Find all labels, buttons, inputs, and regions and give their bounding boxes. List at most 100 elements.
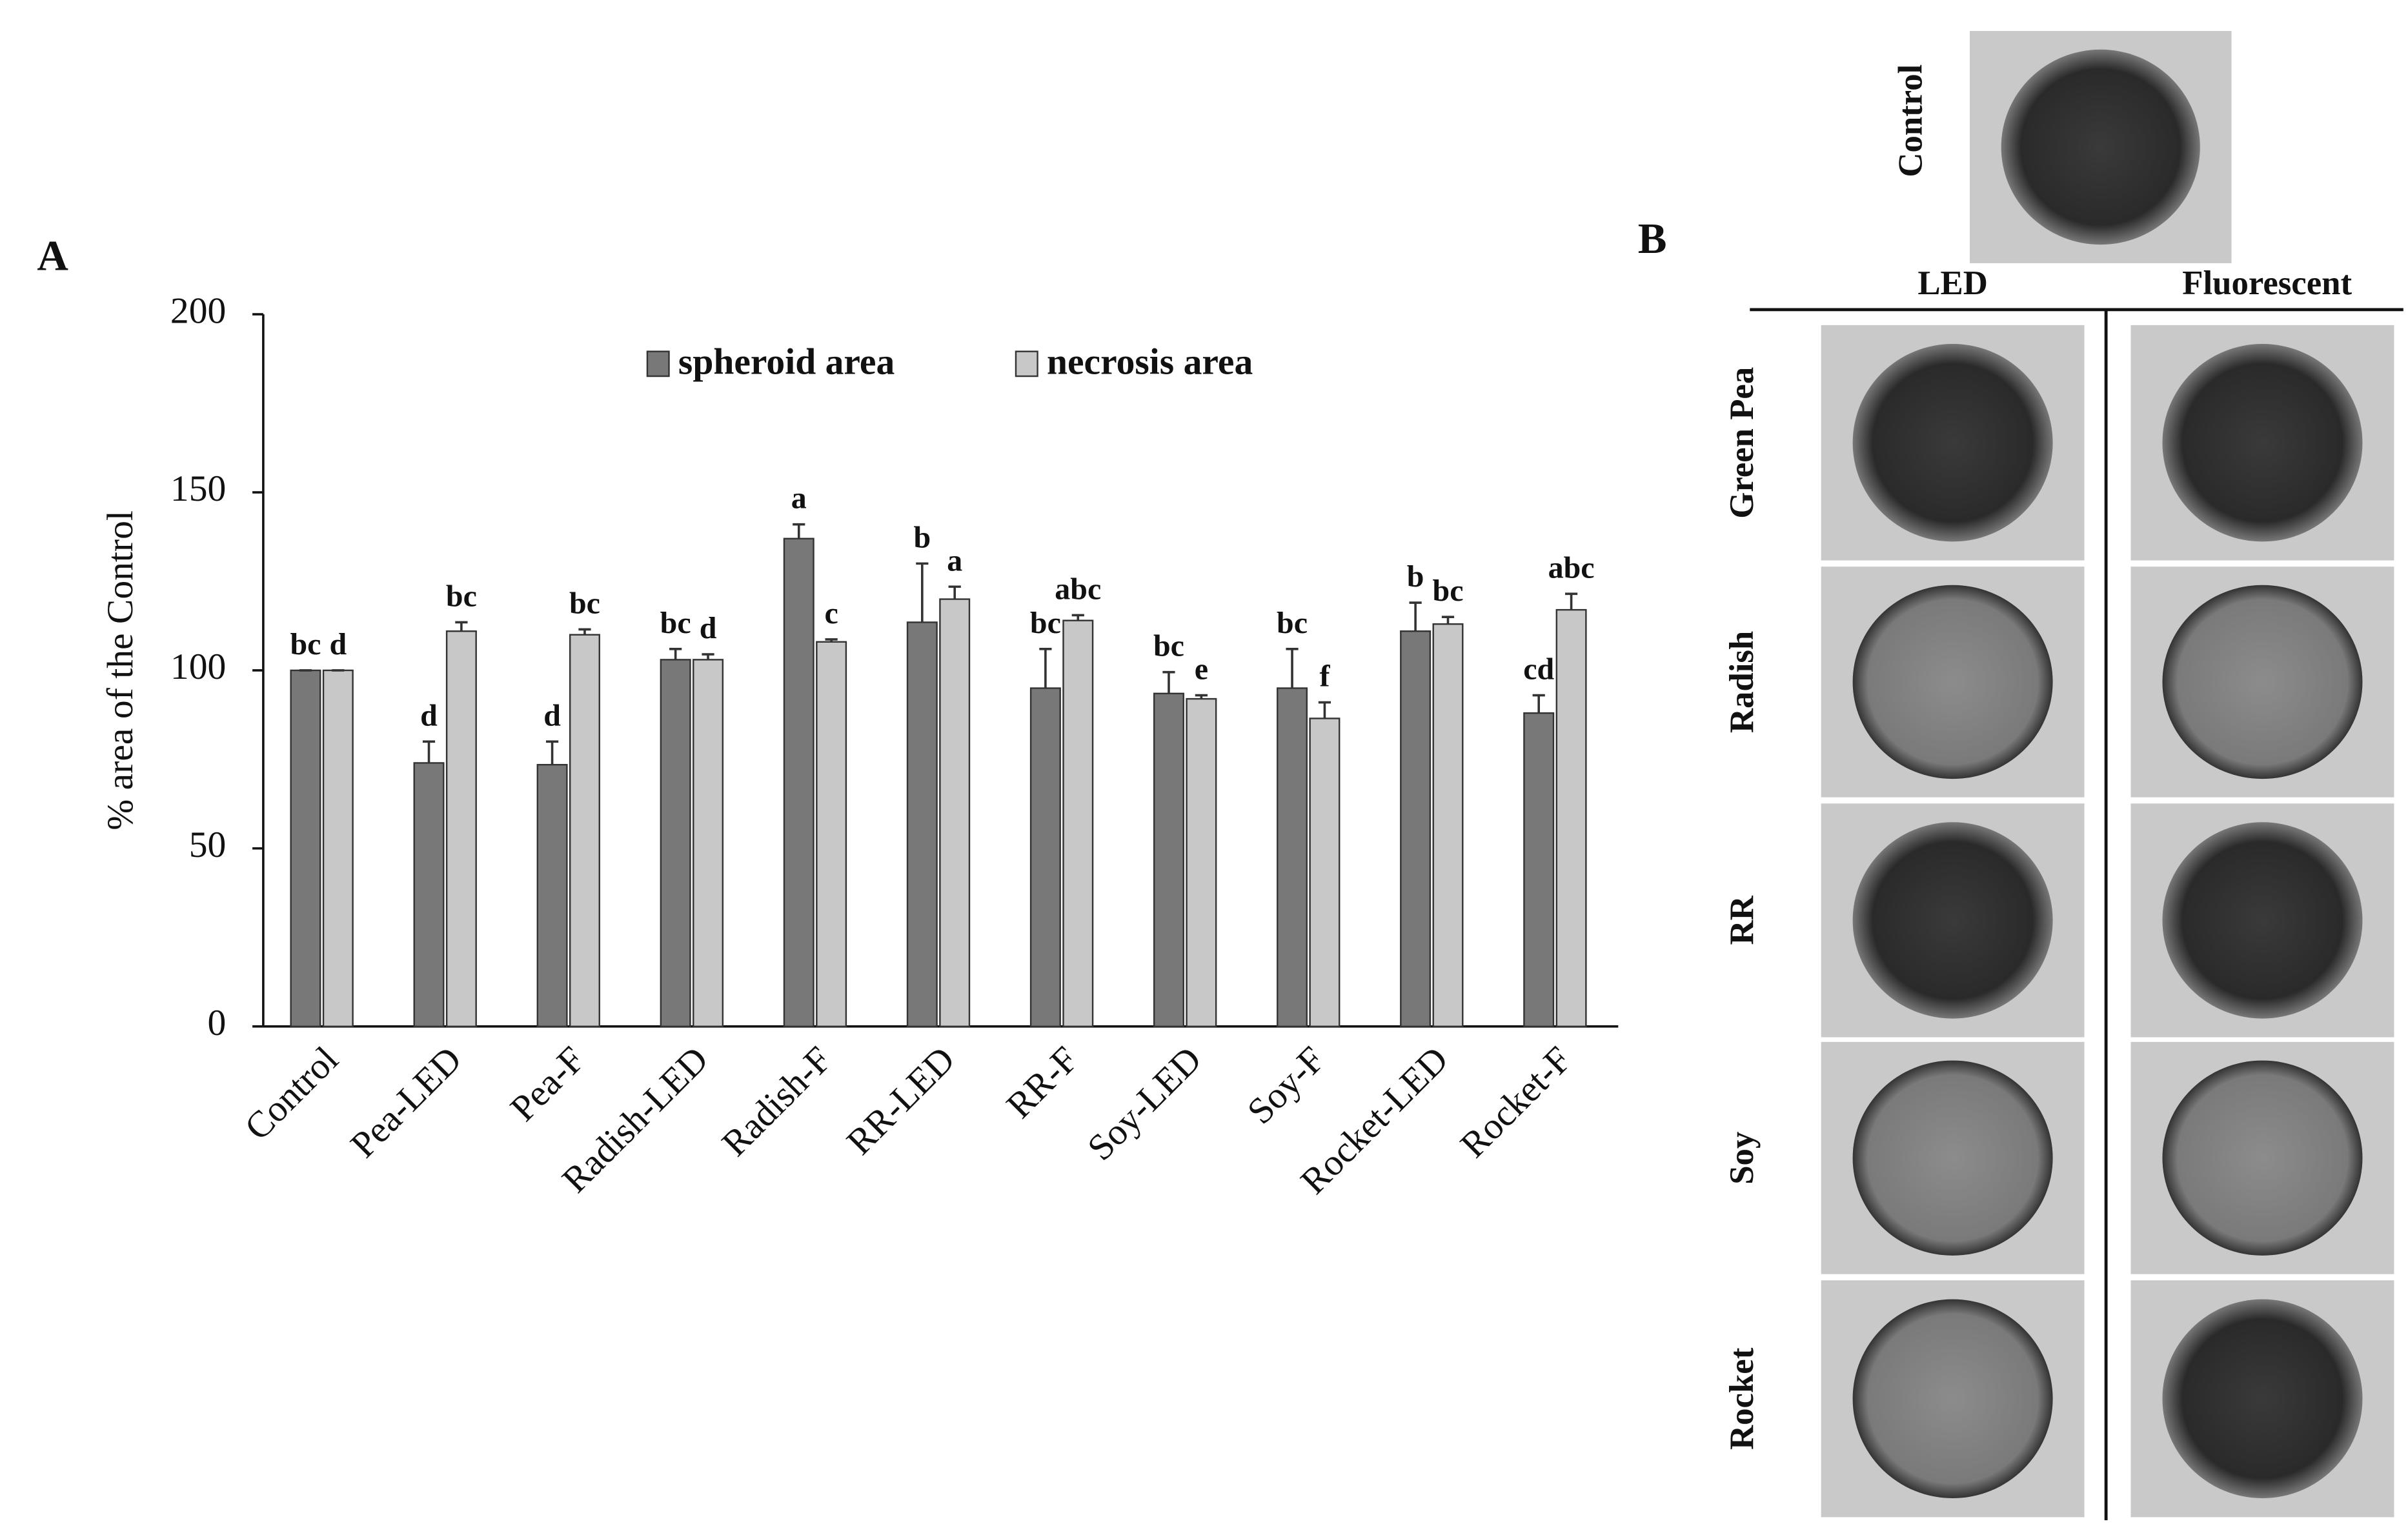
- error-bar: [825, 638, 838, 642]
- significance-letter: a: [791, 481, 807, 516]
- significance-letter: abc: [1548, 550, 1595, 585]
- micrograph-spheroid: [2162, 822, 2363, 1019]
- error-bar: [1409, 601, 1422, 632]
- significance-letter: bc: [569, 587, 600, 621]
- error-bar: [1564, 592, 1578, 610]
- micrograph-spheroid: [2162, 585, 2363, 779]
- micrograph-spheroid: [1852, 344, 2053, 542]
- significance-letter: bc: [290, 627, 321, 661]
- error-bar: [1195, 694, 1208, 699]
- error-bar: [916, 562, 929, 623]
- significance-letter: a: [947, 543, 962, 577]
- bar: [783, 537, 814, 1027]
- error-bar: [1532, 694, 1545, 714]
- significance-letter: c: [824, 596, 838, 630]
- significance-letter: f: [1319, 659, 1330, 694]
- legend-swatch: [1015, 350, 1038, 377]
- legend-swatch: [646, 350, 670, 377]
- column-label: LED: [1917, 265, 1988, 302]
- significance-letter: d: [700, 611, 717, 645]
- bar: [1523, 712, 1555, 1027]
- micrograph-spheroid: [1852, 1060, 2053, 1256]
- y-tick-label: 0: [208, 1003, 227, 1043]
- error-bar: [578, 628, 591, 635]
- error-bar: [455, 621, 468, 632]
- x-tick-label: Soy-LED: [1080, 1039, 1209, 1169]
- significance-letter: d: [420, 698, 438, 732]
- x-tick-label: Control: [237, 1039, 346, 1148]
- y-tick-label: 150: [170, 468, 226, 509]
- bar: [536, 763, 568, 1027]
- row-label: Radish: [1723, 631, 1761, 733]
- error-bar: [1441, 616, 1455, 625]
- legend-label: spheroid area: [678, 341, 895, 382]
- error-bar: [1162, 670, 1175, 694]
- bar: [1277, 687, 1308, 1027]
- error-bar: [1318, 701, 1331, 719]
- bar: [1153, 692, 1184, 1027]
- significance-letter: bc: [1433, 574, 1464, 608]
- bar: [816, 641, 847, 1027]
- y-tick-label: 200: [170, 290, 226, 331]
- bar: [413, 762, 445, 1027]
- x-tick-label: RR-LED: [839, 1039, 963, 1163]
- significance-letter: b: [913, 520, 931, 554]
- significance-letter: cd: [1523, 652, 1554, 687]
- bar: [939, 598, 971, 1027]
- significance-letter: bc: [1153, 629, 1184, 663]
- row-label: RR: [1723, 895, 1761, 945]
- bar: [1309, 717, 1341, 1027]
- x-tick-label: Soy-F: [1240, 1039, 1333, 1132]
- bar: [322, 669, 354, 1027]
- error-bar: [793, 523, 805, 539]
- significance-letter: b: [1407, 559, 1424, 594]
- panel-label: A: [37, 232, 68, 280]
- bar: [290, 669, 321, 1027]
- significance-letter: bc: [446, 579, 477, 613]
- bar: [660, 659, 691, 1027]
- error-bar: [948, 585, 961, 599]
- bar: [445, 630, 477, 1027]
- micrograph-spheroid: [1852, 822, 2053, 1019]
- error-bar: [1071, 614, 1084, 621]
- y-tick-label: 50: [189, 825, 227, 865]
- micrograph-spheroid: [1852, 585, 2053, 779]
- row-label: Control: [1892, 65, 1930, 177]
- x-tick-label: Pea-F: [503, 1039, 593, 1129]
- significance-letter: abc: [1055, 572, 1101, 606]
- error-bar: [1039, 648, 1052, 688]
- significance-letter: d: [329, 627, 347, 661]
- bar: [1186, 697, 1217, 1027]
- error-bar: [702, 653, 714, 660]
- y-axis-label: % area of the Control: [100, 510, 141, 830]
- x-tick-label: RR-F: [999, 1039, 1086, 1126]
- row-label: Green Pea: [1723, 367, 1761, 519]
- micrograph-spheroid: [1852, 1299, 2053, 1499]
- significance-letter: bc: [660, 606, 691, 640]
- significance-letter: bc: [1030, 606, 1061, 640]
- error-bar: [1286, 648, 1299, 688]
- bar: [693, 659, 724, 1027]
- bar: [1432, 623, 1464, 1027]
- bar: [1062, 619, 1094, 1027]
- bar: [1029, 687, 1061, 1027]
- x-tick-label: Pea-LED: [343, 1039, 469, 1165]
- legend-label: necrosis area: [1047, 341, 1253, 382]
- micrograph-spheroid: [2162, 344, 2363, 542]
- error-bar: [545, 740, 559, 765]
- error-bar: [422, 740, 436, 763]
- significance-letter: e: [1195, 652, 1208, 687]
- panel-label: B: [1638, 214, 1667, 263]
- y-tick-label: 100: [170, 647, 226, 687]
- bar: [1400, 630, 1432, 1027]
- significance-letter: bc: [1277, 606, 1308, 640]
- bar: [569, 634, 600, 1027]
- significance-letter: d: [543, 698, 561, 732]
- micrograph-spheroid: [2162, 1060, 2363, 1256]
- error-bar: [669, 648, 682, 660]
- x-tick-label: Radish-F: [714, 1039, 840, 1164]
- micrograph-spheroid: [2162, 1299, 2363, 1499]
- x-tick-label: Rocket-F: [1453, 1039, 1579, 1165]
- bar: [906, 621, 938, 1027]
